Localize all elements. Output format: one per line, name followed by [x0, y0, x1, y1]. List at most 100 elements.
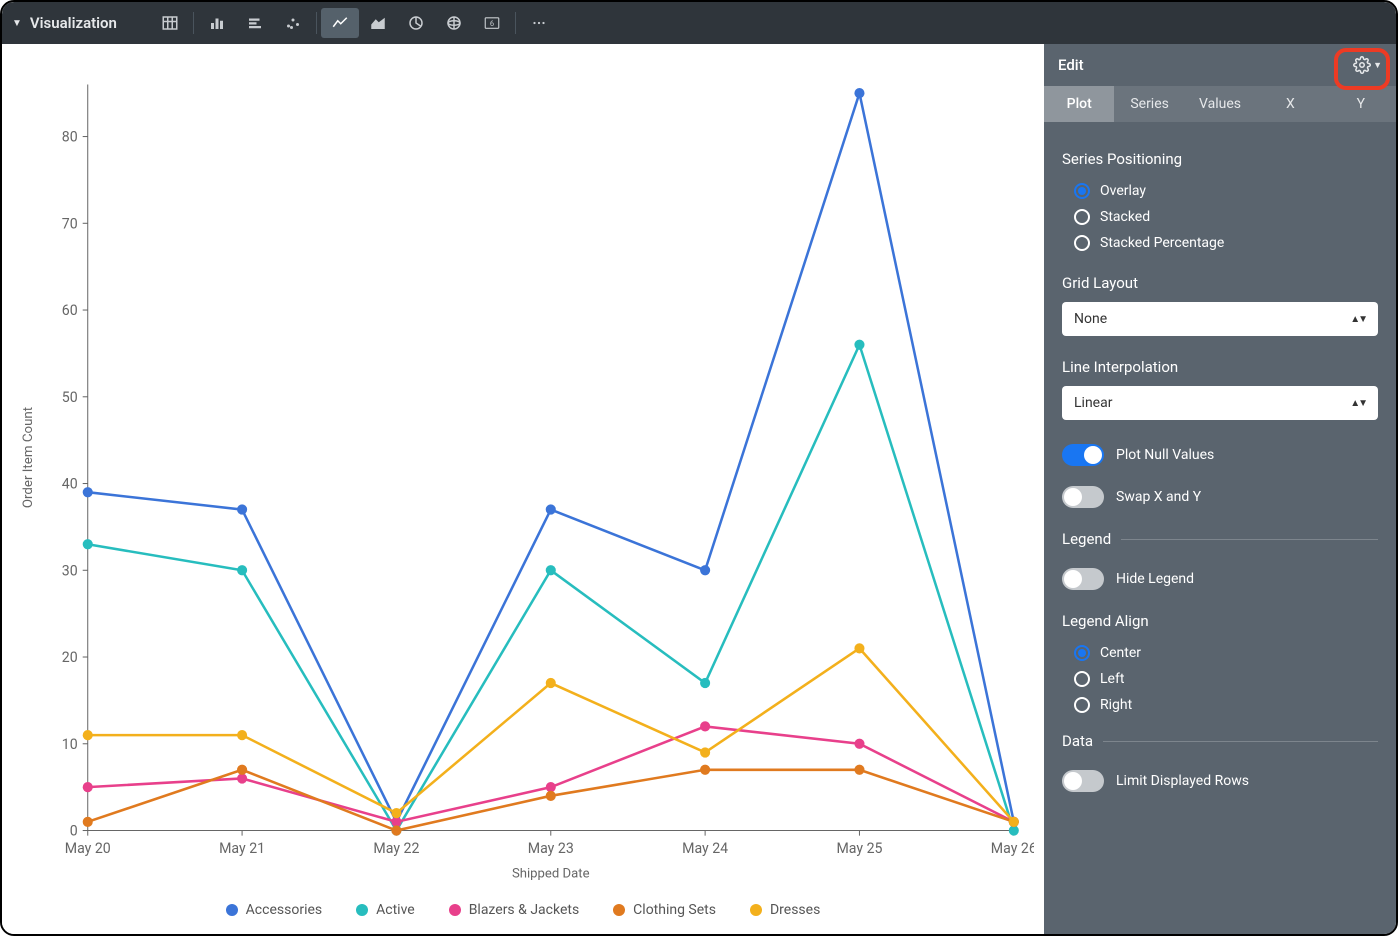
series-positioning-option-overlay[interactable]: Overlay [1062, 178, 1378, 204]
svg-text:May 21: May 21 [219, 841, 265, 857]
tab-series[interactable]: Series [1114, 86, 1184, 122]
plot-null-toggle[interactable] [1062, 444, 1104, 466]
svg-text:40: 40 [62, 477, 78, 493]
visualization-toolbar: ▼ Visualization 6 [2, 2, 1396, 44]
more-chart-icon[interactable] [520, 8, 558, 38]
series-positioning-label: Series Positioning [1062, 150, 1378, 168]
radio-label: Left [1100, 671, 1124, 687]
radio-label: Center [1100, 645, 1141, 661]
swap-xy-label: Swap X and Y [1116, 489, 1201, 505]
hide-legend-label: Hide Legend [1116, 571, 1194, 587]
map-chart-icon[interactable] [435, 8, 473, 38]
number-chart-icon[interactable]: 6 [473, 8, 511, 38]
caret-down-icon: ▼ [1373, 60, 1382, 71]
svg-text:Shipped Date: Shipped Date [512, 867, 590, 882]
legend-section-label: Legend [1062, 530, 1378, 548]
visualization-title-zone[interactable]: ▼ Visualization [12, 14, 117, 32]
line-interpolation-label: Line Interpolation [1062, 358, 1378, 376]
gear-icon [1353, 56, 1371, 74]
legend-dot-icon [449, 904, 461, 916]
line-chart-icon[interactable] [321, 8, 359, 38]
radio-icon [1074, 235, 1090, 251]
series-positioning-option-stacked[interactable]: Stacked [1062, 204, 1378, 230]
legend-item-blazers-jackets[interactable]: Blazers & Jackets [449, 902, 579, 918]
svg-text:10: 10 [62, 737, 78, 753]
radio-label: Overlay [1100, 183, 1146, 199]
line-chart: 0 10 20 30 40 50 60 70 80 May 20 May 21 May 22 May 2… [12, 64, 1034, 892]
legend-align-option-center[interactable]: Center [1062, 640, 1378, 666]
legend-dot-icon [356, 904, 368, 916]
svg-text:50: 50 [62, 390, 78, 406]
legend-dot-icon [613, 904, 625, 916]
pie-chart-icon[interactable] [397, 8, 435, 38]
tab-x[interactable]: X [1255, 86, 1325, 122]
legend-dot-icon [750, 904, 762, 916]
legend-item-dresses[interactable]: Dresses [750, 902, 820, 918]
chart-legend: Accessories Active Blazers & Jackets Clothi… [12, 892, 1034, 924]
svg-text:May 22: May 22 [373, 841, 419, 857]
swap-xy-toggle[interactable] [1062, 486, 1104, 508]
svg-text:70: 70 [62, 216, 78, 232]
updown-icon: ▲▼ [1350, 314, 1366, 325]
svg-text:May 26: May 26 [991, 841, 1034, 857]
legend-align-option-left[interactable]: Left [1062, 666, 1378, 692]
svg-text:80: 80 [62, 130, 78, 146]
legend-label: Active [376, 902, 415, 918]
radio-label: Stacked Percentage [1100, 235, 1224, 251]
caret-down-icon: ▼ [12, 18, 22, 29]
grid-layout-label: Grid Layout [1062, 274, 1378, 292]
bar-chart-icon[interactable] [198, 8, 236, 38]
svg-text:May 25: May 25 [836, 841, 882, 857]
svg-text:0: 0 [70, 824, 78, 840]
tab-y[interactable]: Y [1326, 86, 1396, 122]
radio-icon [1074, 697, 1090, 713]
legend-item-clothing-sets[interactable]: Clothing Sets [613, 902, 716, 918]
svg-text:30: 30 [62, 563, 78, 579]
radio-icon [1074, 183, 1090, 199]
legend-item-accessories[interactable]: Accessories [226, 902, 322, 918]
legend-align-option-right[interactable]: Right [1062, 692, 1378, 718]
edit-panel-header: Edit ▼ [1044, 44, 1396, 86]
svg-text:Order Item Count: Order Item Count [21, 407, 36, 508]
legend-align-label: Legend Align [1062, 612, 1378, 630]
legend-item-active[interactable]: Active [356, 902, 415, 918]
tab-values[interactable]: Values [1185, 86, 1255, 122]
edit-panel: Edit ▼ PlotSeriesValuesXY Series Positio… [1044, 44, 1396, 934]
radio-icon [1074, 209, 1090, 225]
visualization-title: Visualization [30, 14, 117, 32]
svg-text:20: 20 [62, 650, 78, 666]
updown-icon: ▲▼ [1350, 398, 1366, 409]
tab-plot[interactable]: Plot [1044, 86, 1114, 122]
line-interpolation-select[interactable]: Linear ▲▼ [1062, 386, 1378, 420]
line-interpolation-value: Linear [1074, 395, 1112, 411]
legend-label: Accessories [246, 902, 322, 918]
radio-icon [1074, 671, 1090, 687]
edit-panel-title: Edit [1058, 56, 1084, 74]
svg-text:6: 6 [490, 19, 494, 28]
legend-label: Dresses [770, 902, 820, 918]
radio-icon [1074, 645, 1090, 661]
data-section-label: Data [1062, 732, 1378, 750]
scatter-chart-icon[interactable] [274, 8, 312, 38]
radio-label: Stacked [1100, 209, 1150, 225]
svg-text:60: 60 [62, 303, 78, 319]
series-positioning-option-stacked-percentage[interactable]: Stacked Percentage [1062, 230, 1378, 256]
legend-label: Blazers & Jackets [469, 902, 579, 918]
edit-panel-tabs: PlotSeriesValuesXY [1044, 86, 1396, 122]
table-chart-icon[interactable] [151, 8, 189, 38]
limit-rows-toggle[interactable] [1062, 770, 1104, 792]
settings-gear-button[interactable]: ▼ [1353, 56, 1382, 74]
stacked-bar-chart-icon[interactable] [236, 8, 274, 38]
plot-null-label: Plot Null Values [1116, 447, 1214, 463]
legend-label: Clothing Sets [633, 902, 716, 918]
area-chart-icon[interactable] [359, 8, 397, 38]
radio-label: Right [1100, 697, 1132, 713]
hide-legend-toggle[interactable] [1062, 568, 1104, 590]
chart-pane: 0 10 20 30 40 50 60 70 80 May 20 May 21 May 22 May 2… [2, 44, 1044, 934]
grid-layout-value: None [1074, 311, 1107, 327]
svg-text:May 24: May 24 [682, 841, 728, 857]
edit-panel-body: Series Positioning Overlay Stacked Stacked… [1044, 122, 1396, 934]
grid-layout-select[interactable]: None ▲▼ [1062, 302, 1378, 336]
legend-dot-icon [226, 904, 238, 916]
svg-text:May 20: May 20 [65, 841, 111, 857]
